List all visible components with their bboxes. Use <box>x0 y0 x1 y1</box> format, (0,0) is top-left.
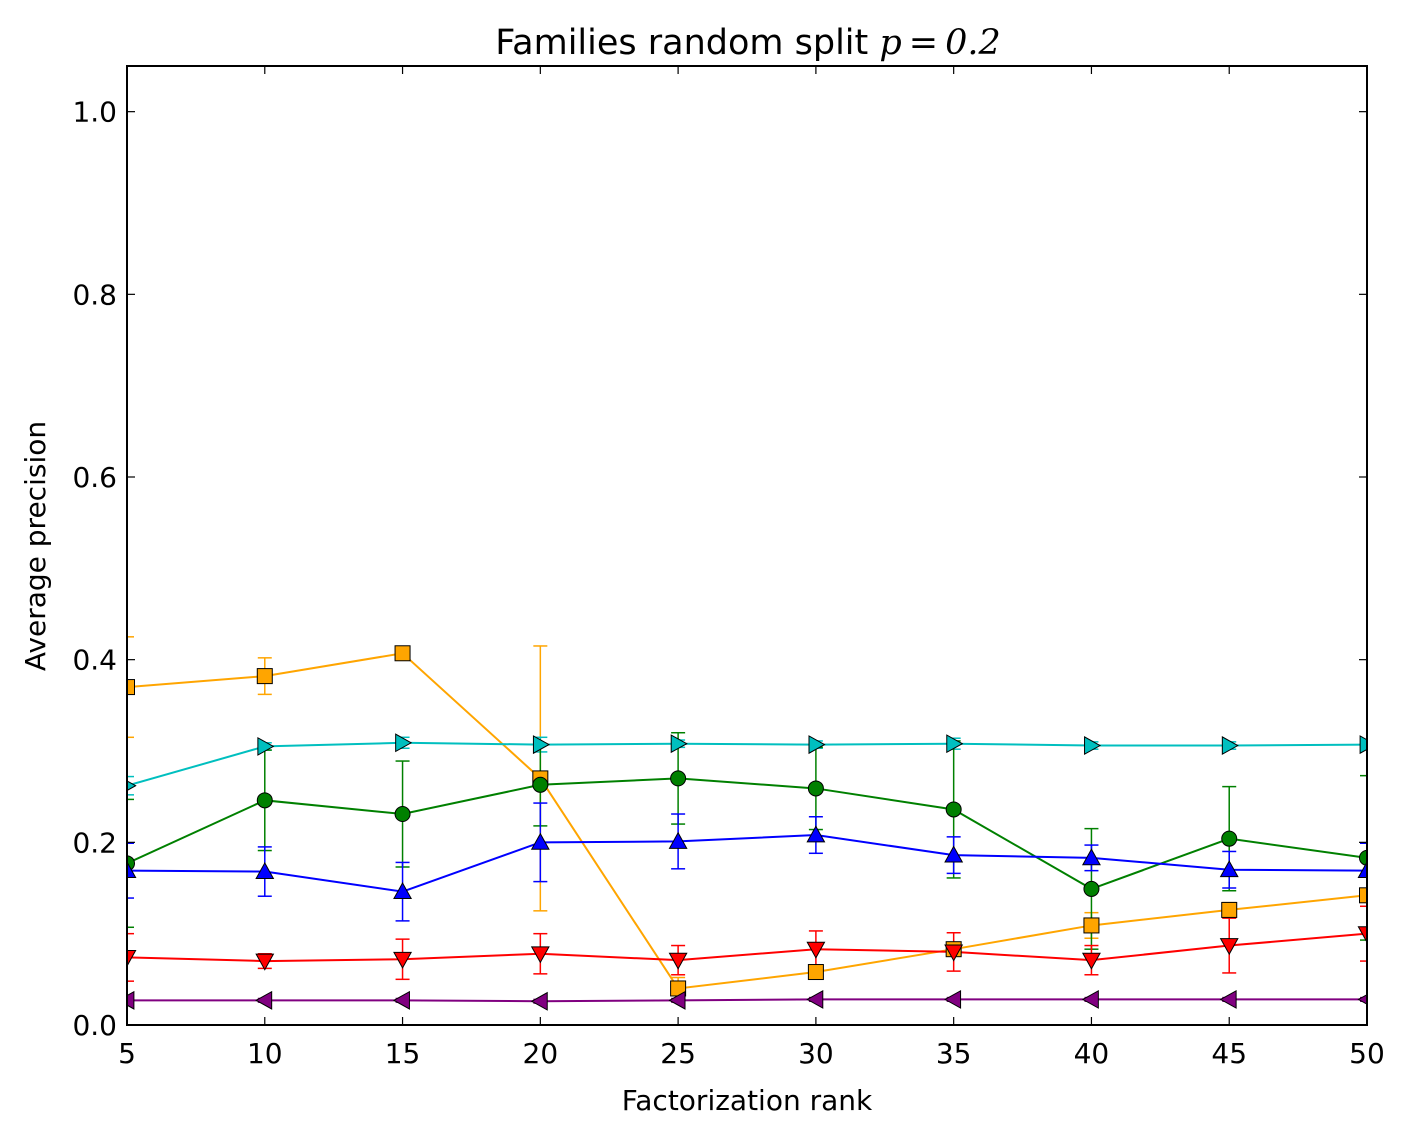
data-point <box>255 990 273 1010</box>
data-point <box>670 734 688 754</box>
data-point <box>127 860 137 879</box>
data-point <box>668 952 688 970</box>
x-tick-label: 40 <box>1074 1037 1110 1070</box>
x-tick-label: 15 <box>385 1037 421 1070</box>
data-point <box>255 861 275 879</box>
data-point <box>127 679 135 696</box>
data-point <box>394 806 411 823</box>
data-point <box>530 832 550 850</box>
series-line <box>127 932 1367 963</box>
series-markers <box>127 989 1367 1011</box>
marker-layer <box>127 645 1367 1011</box>
data-point <box>806 989 824 1009</box>
data-point <box>127 950 137 968</box>
y-tick-label: 0.4 <box>72 644 117 677</box>
y-tick-label: 0.8 <box>72 278 117 311</box>
y-axis-label: Average precision <box>19 421 52 671</box>
data-point <box>1083 917 1100 934</box>
data-point <box>807 964 824 981</box>
data-point <box>1221 830 1238 847</box>
x-tick-label: 30 <box>798 1037 834 1070</box>
data-point <box>532 776 549 793</box>
series-markers <box>127 770 1367 897</box>
series-group <box>127 996 1367 1004</box>
x-tick-label: 45 <box>1211 1037 1247 1070</box>
data-point <box>945 801 962 818</box>
x-tick-label: 50 <box>1349 1037 1385 1070</box>
data-point <box>946 734 964 754</box>
plot-frame <box>126 65 1368 1026</box>
data-point <box>1219 989 1237 1009</box>
chart-title-math: p = 0.2 <box>879 23 1000 63</box>
data-point <box>1084 736 1102 755</box>
data-point <box>807 780 824 797</box>
x-tick-label: 20 <box>523 1037 559 1070</box>
data-point <box>806 825 826 843</box>
data-point <box>808 735 826 755</box>
series-markers <box>127 825 1367 900</box>
data-point <box>256 668 273 685</box>
data-point <box>668 990 686 1010</box>
series-line <box>127 998 1367 1003</box>
data-point <box>668 831 688 849</box>
data-point <box>532 735 550 755</box>
data-point <box>1359 849 1367 866</box>
data-point <box>1221 736 1239 755</box>
data-point <box>392 990 410 1010</box>
data-point <box>1219 860 1239 878</box>
series-markers <box>127 926 1367 971</box>
series-line <box>127 741 1367 787</box>
y-tick-label: 0.6 <box>72 461 117 494</box>
data-point <box>944 989 962 1009</box>
x-tick-label: 25 <box>660 1037 696 1070</box>
data-point <box>530 991 548 1011</box>
data-point <box>530 946 550 964</box>
series-line <box>127 777 1367 891</box>
data-point <box>256 792 273 809</box>
ticks-layer: 5 10 15 20 25 30 35 40 45 50 0.0 0.2 0.4 0.6 0.8 1.0 <box>72 66 1385 1070</box>
x-tick-label: 10 <box>247 1037 283 1070</box>
series-markers <box>127 645 1367 997</box>
y-tick-label: 1.0 <box>72 96 117 129</box>
x-tick-label: 35 <box>936 1037 972 1070</box>
data-point <box>670 770 687 787</box>
data-point <box>1357 860 1367 879</box>
data-point <box>395 733 413 753</box>
y-tick-label: 0.0 <box>72 1009 117 1042</box>
x-tick-label: 5 <box>118 1037 136 1070</box>
data-point <box>1221 901 1238 918</box>
data-point <box>1083 880 1100 897</box>
chart-title-text: Families random split <box>495 23 879 63</box>
data-point <box>1359 887 1367 904</box>
data-point <box>1081 848 1101 866</box>
series-group <box>127 736 1367 796</box>
y-tick-label: 0.2 <box>72 826 117 859</box>
x-axis-label: Factorization rank <box>622 1084 873 1117</box>
data-point <box>1219 938 1239 956</box>
data-point <box>1081 989 1099 1009</box>
data-point <box>1081 952 1101 970</box>
data-point <box>806 941 826 959</box>
data-point <box>255 953 275 971</box>
data-point <box>1357 926 1367 944</box>
data-point <box>944 944 964 962</box>
series-group <box>127 905 1367 982</box>
series-markers <box>127 733 1367 792</box>
series-group <box>127 802 1367 922</box>
data-point <box>394 645 411 662</box>
data-point <box>127 990 135 1010</box>
data-point <box>393 881 413 900</box>
data-point <box>1359 735 1367 755</box>
data-point <box>257 736 275 756</box>
series-line <box>127 834 1367 893</box>
data-point <box>944 845 964 863</box>
data-point <box>393 951 413 969</box>
series-line <box>127 652 1367 990</box>
series-group <box>127 636 1367 1001</box>
series-group <box>127 731 1367 950</box>
series-layer <box>127 636 1367 1004</box>
chart-title: Families random split p = 0.2 <box>495 23 1001 63</box>
